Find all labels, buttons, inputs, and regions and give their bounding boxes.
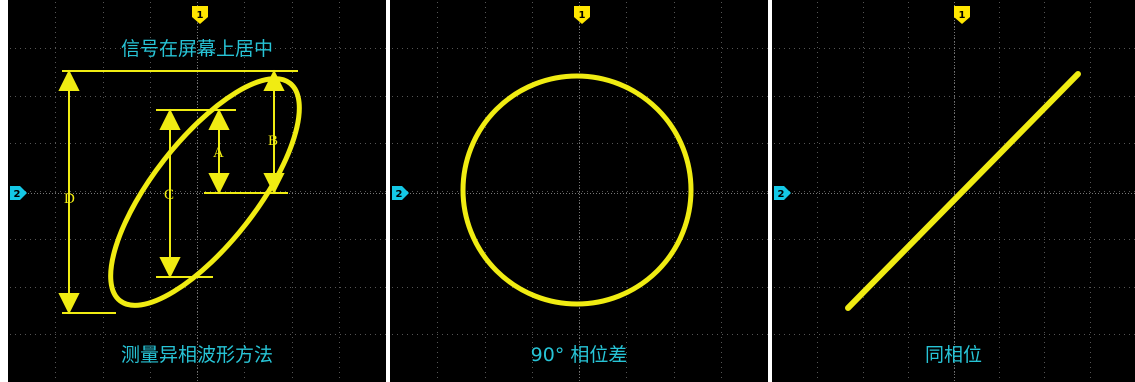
d-arrow-head-down: [58, 293, 80, 315]
channel-2-marker-label: 2: [396, 189, 403, 200]
lissajous-circle-trace: [460, 73, 694, 307]
lissajous-line-trace: [845, 71, 1081, 311]
graticule: [392, 2, 768, 381]
b-arrow-head-up: [263, 69, 285, 91]
channel-2-marker[interactable]: [10, 186, 27, 200]
channel-1-marker[interactable]: [574, 6, 590, 24]
a-arrow-head-down: [208, 173, 230, 195]
d-arrow-head-up: [58, 69, 80, 91]
label-b: B: [268, 133, 279, 149]
a-arrow-head-up: [208, 108, 230, 130]
channel-2-marker-label: 2: [14, 189, 21, 200]
bottom-caption: 同相位: [924, 344, 982, 366]
channel-2-marker-label: 2: [778, 189, 785, 200]
channel-1-marker[interactable]: [192, 6, 208, 24]
bottom-caption: 90° 相位差: [530, 344, 628, 366]
c-arrow-head-up: [159, 108, 181, 130]
graticule: [10, 2, 386, 381]
graticule: [774, 2, 1135, 381]
b-arrow-head-down: [263, 173, 285, 195]
c-arrow-head-down: [159, 257, 181, 279]
channel-1-marker-label: 1: [959, 10, 966, 21]
channel-1-marker[interactable]: [954, 6, 970, 24]
channel-1-marker-label: 1: [579, 10, 586, 21]
channel-1-marker-label: 1: [197, 10, 204, 21]
lissajous-ellipse-trace: [108, 76, 302, 308]
scope-panel-quadrature: 1 2 90° 相位差: [390, 0, 768, 382]
scope-screen: 1 2: [392, 2, 768, 381]
channel-2-marker[interactable]: [774, 186, 791, 200]
label-a: A: [213, 145, 224, 161]
bottom-caption: 测量异相波形方法: [120, 344, 273, 366]
label-c: C: [164, 187, 175, 203]
label-d: D: [64, 191, 75, 207]
scope-panel-measure: 1 2 信号在屏幕上居中: [8, 0, 386, 382]
scope-screen: 1 2: [774, 2, 1135, 381]
scope-screen: 1 2: [10, 2, 386, 381]
top-caption: 信号在屏幕上居中: [120, 38, 273, 60]
scope-panel-in-phase: 1 2 同相位: [772, 0, 1135, 382]
channel-2-marker[interactable]: [392, 186, 409, 200]
